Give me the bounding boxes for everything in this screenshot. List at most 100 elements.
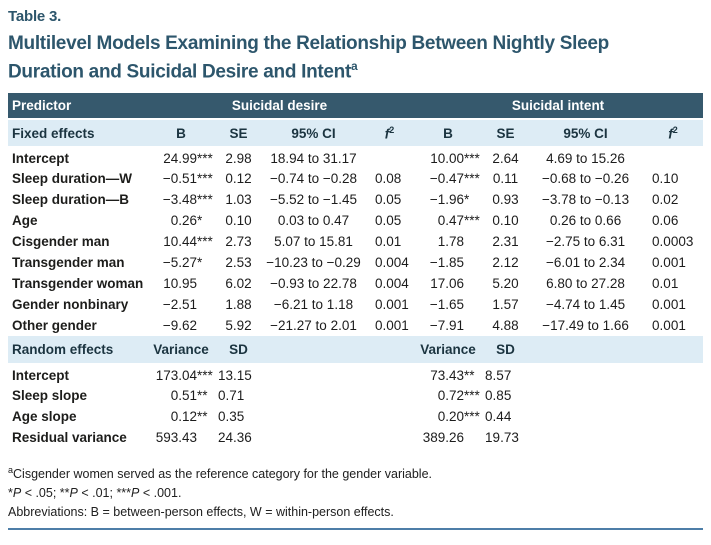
- cell: −6.01 to 2.34: [545, 255, 626, 271]
- column-header: B: [146, 119, 216, 149]
- row-label: Other gender: [12, 318, 97, 334]
- cell: 0.02: [652, 192, 679, 208]
- cell: −0.93 to 22.78: [270, 276, 357, 292]
- cell: 2.73: [225, 234, 252, 250]
- table-row: Transgender woman 10.95 6.02 −0.93 to 22.78…: [8, 273, 703, 294]
- cell: [528, 406, 643, 427]
- cell: −2.75 to 6.31: [545, 234, 626, 250]
- cell: 73.43 **: [430, 368, 475, 384]
- cell: 0.001: [375, 297, 409, 313]
- cell: [643, 406, 703, 427]
- table-row: Residual variance 593.43 24.36 389.26 19.73: [8, 427, 703, 448]
- cell: 0.51 **: [170, 388, 208, 404]
- cell: 1.03: [225, 192, 252, 208]
- row-label: Transgender man: [12, 255, 125, 271]
- cell: −6.21 to 1.18: [273, 297, 354, 313]
- cell: 10.44 ***: [163, 234, 213, 250]
- cell: 6.80 to 27.28: [546, 276, 625, 292]
- cell: 2.64: [492, 151, 519, 167]
- cell: −0.74 to −0.28: [269, 171, 358, 187]
- cell: 0.72 ***: [437, 388, 480, 404]
- cell: 0.12 **: [170, 409, 208, 425]
- cell: −3.78 to −0.13: [542, 192, 630, 208]
- cell: 0.001: [375, 318, 409, 334]
- cell: 0.10: [492, 213, 519, 229]
- cell: 0.20 ***: [437, 409, 480, 425]
- cell: 0.05: [375, 213, 402, 229]
- column-header: 95% CI: [528, 119, 644, 149]
- column-header: [366, 336, 414, 366]
- table-row: Age slope 0.12 ** 0.35 0.20 *** 0.44: [8, 406, 703, 427]
- fixed-effects-body: Intercept 24.99 *** 2.98 18.94 to 31.17 10.00…: [8, 147, 703, 336]
- random-effects-header-row: Random effects Variance SD Variance SD: [8, 336, 704, 366]
- column-header: SE: [216, 119, 261, 149]
- row-label: Cisgender man: [12, 234, 110, 250]
- table-row: Sleep duration—B −3.48 *** 1.03 −5.52 to −1.…: [8, 189, 703, 210]
- cell: 0.08: [375, 171, 402, 187]
- cell: 0.001: [652, 297, 686, 313]
- suicidal-intent-group-header: Suicidal intent: [413, 93, 704, 121]
- cell: 0.03 to 0.47: [277, 213, 350, 229]
- cell: −1.96 *: [429, 192, 470, 208]
- cell: 0.26 *: [170, 213, 203, 229]
- cell: −21.27 to 2.01: [270, 318, 357, 334]
- cell: [261, 385, 366, 406]
- cell: −3.48 ***: [162, 192, 213, 208]
- cell: 24.36: [218, 430, 252, 446]
- footnote-line: Abbreviations: B = between-person effect…: [8, 505, 394, 520]
- cell: [366, 147, 413, 168]
- cell: 0.85: [485, 388, 512, 404]
- cell: [643, 147, 703, 168]
- cell: 0.001: [652, 255, 686, 271]
- column-header: 95% CI: [261, 119, 366, 149]
- cell: [261, 406, 366, 427]
- cell: −5.52 to −1.45: [269, 192, 358, 208]
- row-label: Sleep duration—W: [12, 171, 133, 187]
- cell: [528, 364, 643, 385]
- table-row: Cisgender man 10.44 *** 2.73 5.07 to 15.81 0.…: [8, 231, 703, 252]
- cell: 0.26 to 0.66: [549, 213, 622, 229]
- cell: 0.004: [375, 276, 409, 292]
- cell: [261, 427, 366, 448]
- row-label: Transgender woman: [12, 276, 144, 292]
- table-row: Transgender man −5.27 * 2.53 −10.23 to −0.29…: [8, 252, 703, 273]
- cell: −1.85: [429, 255, 465, 271]
- column-header: Variance: [146, 336, 216, 366]
- cell: −0.68 to −0.26: [542, 171, 630, 187]
- table-number-label: Table 3.: [8, 8, 62, 25]
- cell: 0.44: [485, 409, 512, 425]
- group-header-row: Predictor Suicidal desire Suicidal inten…: [8, 93, 704, 121]
- cell: 0.35: [218, 409, 245, 425]
- cell: 8.57: [485, 368, 512, 384]
- cell: 4.69 to 15.26: [546, 151, 625, 167]
- cell: 173.04 ***: [155, 368, 213, 384]
- cell: 2.98: [225, 151, 252, 167]
- column-header: f2: [643, 119, 704, 149]
- suicidal-desire-group-header: Suicidal desire: [146, 93, 414, 121]
- row-label: Intercept: [12, 151, 70, 167]
- cell: 24.99 ***: [163, 151, 213, 167]
- cell: 10.00 ***: [430, 151, 480, 167]
- bottom-rule: [8, 528, 703, 531]
- cell: 2.53: [225, 255, 252, 271]
- cell: 0.01: [652, 276, 679, 292]
- cell: [366, 364, 413, 385]
- table-row: Other gender −9.62 5.92 −21.27 to 2.01 0.001…: [8, 315, 703, 336]
- cell: 0.12: [225, 171, 252, 187]
- column-header: SE: [483, 119, 529, 149]
- cell: [261, 364, 366, 385]
- cell: 4.88: [492, 318, 519, 334]
- row-label: Residual variance: [12, 430, 127, 446]
- footnote-line: *P < .05; **P < .01; ***P < .001.: [8, 486, 182, 501]
- cell: 593.43: [155, 430, 197, 446]
- table-row: Sleep slope 0.51 ** 0.71 0.72 *** 0.85: [8, 385, 703, 406]
- cell: 0.004: [375, 255, 409, 271]
- cell: 0.0003: [652, 234, 694, 250]
- column-header: [261, 336, 366, 366]
- cell: 0.93: [492, 192, 519, 208]
- row-label: Intercept: [12, 368, 70, 384]
- cell: 10.95: [163, 276, 197, 292]
- cell: −0.47 ***: [429, 171, 480, 187]
- column-header: SD: [216, 336, 261, 366]
- cell: 19.73: [485, 430, 519, 446]
